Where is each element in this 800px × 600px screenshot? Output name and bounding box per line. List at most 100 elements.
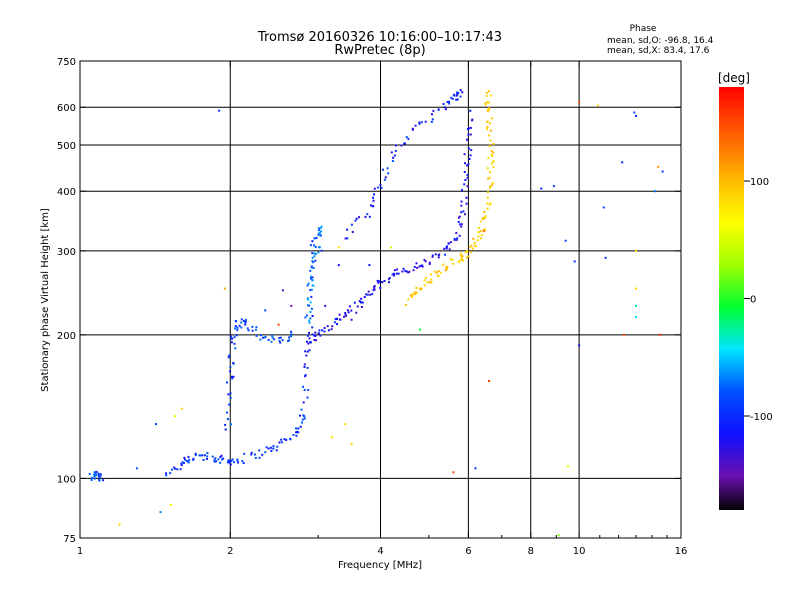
data-point-185: [243, 320, 245, 323]
data-point-500: [430, 273, 432, 276]
data-point-486: [413, 291, 416, 294]
data-point-528: [467, 255, 470, 258]
data-point-376: [460, 223, 463, 226]
data-point-87: [270, 449, 273, 452]
data-point-24: [173, 466, 176, 469]
data-point-337: [407, 271, 410, 274]
data-point-381: [462, 210, 465, 213]
data-point-61: [226, 461, 229, 464]
data-point-342: [416, 266, 419, 269]
data-point-59: [221, 458, 223, 461]
data-point-588: [487, 110, 489, 113]
data-point-93: [280, 438, 283, 441]
data-point-306: [365, 293, 368, 296]
data-point-217: [288, 336, 291, 339]
data-point-650: [290, 304, 293, 307]
data-point-553: [486, 207, 489, 210]
data-point-157: [227, 393, 230, 396]
data-point-35: [185, 460, 188, 462]
data-point-268: [314, 331, 317, 334]
data-point-280: [333, 321, 336, 324]
data-point-50: [214, 457, 217, 460]
x-tick-label-4: 8: [528, 546, 534, 557]
data-point-339: [408, 270, 411, 273]
data-point-546: [484, 228, 487, 231]
data-point-569: [490, 162, 493, 165]
data-point-404: [466, 128, 469, 131]
data-point-67: [230, 460, 233, 463]
data-point-462: [444, 108, 447, 111]
data-point-475: [456, 98, 459, 101]
data-point-304: [361, 301, 364, 304]
data-point-637: [635, 287, 637, 290]
data-point-77: [253, 453, 256, 456]
data-point-28: [180, 464, 183, 467]
data-point-164: [229, 366, 232, 369]
data-point-363: [445, 246, 448, 249]
data-point-11: [94, 473, 97, 476]
data-point-331: [393, 269, 396, 272]
data-point-445: [405, 136, 408, 139]
data-point-478: [461, 91, 464, 94]
data-point-326: [391, 273, 394, 276]
data-point-574: [491, 154, 494, 157]
data-point-244: [317, 251, 320, 254]
data-point-204: [267, 338, 270, 341]
data-point-599: [488, 90, 490, 93]
data-point-452: [420, 121, 423, 124]
data-point-425: [372, 196, 374, 199]
data-point-253: [318, 232, 321, 235]
data-point-523: [464, 251, 467, 254]
data-point-208: [271, 336, 274, 339]
data-point-368: [453, 237, 456, 240]
data-point-536: [474, 245, 477, 248]
data-point-388: [463, 183, 466, 186]
data-point-26: [176, 468, 179, 471]
data-point-301: [360, 301, 363, 304]
data-point-467: [450, 96, 453, 99]
data-point-526: [465, 256, 468, 259]
data-point-108: [303, 417, 306, 420]
data-point-347: [419, 264, 422, 267]
data-point-506: [437, 270, 440, 272]
data-point-394: [464, 162, 466, 165]
data-point-496: [428, 281, 431, 284]
data-point-221: [308, 319, 311, 322]
data-point-627: [573, 260, 576, 263]
data-point-46: [203, 454, 206, 457]
data-point-505: [435, 271, 438, 274]
data-point-349: [428, 261, 431, 264]
data-point-227: [306, 297, 309, 300]
y-tick-label-5: 500: [57, 141, 76, 152]
data-point-20: [165, 474, 168, 477]
data-point-167: [227, 356, 230, 359]
data-point-200: [262, 336, 264, 339]
data-point-351: [428, 263, 431, 265]
data-point-119: [304, 375, 307, 378]
data-point-391: [466, 173, 469, 176]
data-point-45: [201, 454, 204, 457]
data-point-311: [371, 293, 374, 296]
data-point-151: [224, 424, 227, 426]
data-point-343: [415, 262, 418, 265]
data-point-142: [309, 269, 312, 272]
data-point-81: [264, 451, 267, 454]
data-point-101: [296, 430, 299, 433]
data-point-274: [321, 329, 324, 332]
data-point-611: [169, 503, 172, 506]
data-point-439: [393, 154, 396, 157]
data-point-241: [311, 256, 314, 259]
data-point-7: [93, 471, 96, 474]
data-point-247: [318, 246, 321, 249]
data-point-398: [469, 154, 472, 157]
data-point-413: [351, 231, 354, 233]
x-tick-label-6: 16: [675, 546, 688, 557]
data-point-83: [267, 447, 270, 450]
data-point-547: [479, 220, 482, 223]
data-point-183: [240, 321, 243, 324]
data-point-619: [390, 246, 393, 249]
data-point-8: [93, 473, 95, 476]
data-point-358: [444, 253, 447, 256]
data-point-177: [234, 327, 237, 330]
data-point-628: [578, 344, 581, 347]
